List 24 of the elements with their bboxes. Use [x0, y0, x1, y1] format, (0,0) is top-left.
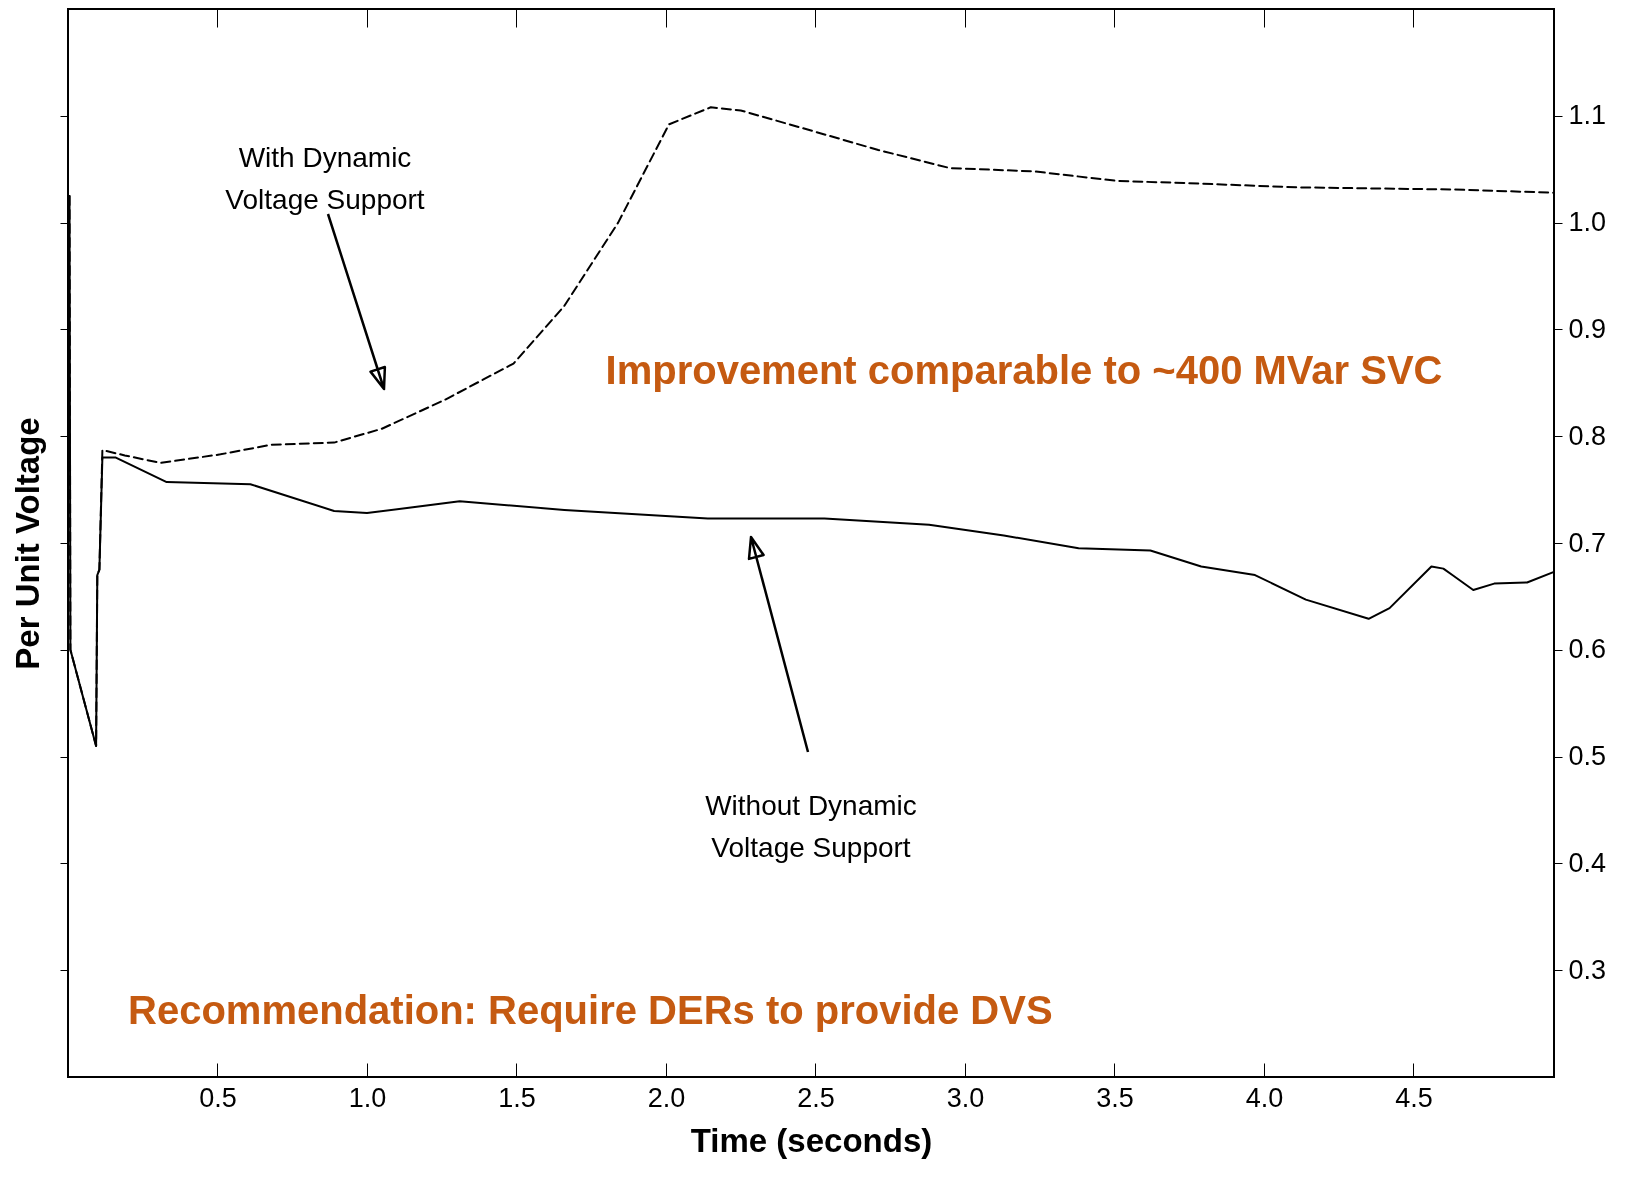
y-tick-label: 0.6 — [1568, 634, 1607, 665]
x-tick-label: 1.0 — [348, 1082, 387, 1113]
y-axis-title: Per Unit Voltage — [9, 417, 46, 670]
annotation: Improvement comparable to ~400 MVar SVC — [605, 348, 1443, 392]
y-tick-label: 1.0 — [1568, 207, 1607, 238]
annotation: Recommendation: Require DERs to provide DVS — [128, 988, 1053, 1032]
x-tick-label: 2.5 — [797, 1082, 835, 1113]
annotation: Without Dynamic Voltage Support — [705, 790, 917, 863]
x-axis-title: Time (seconds) — [690, 1121, 933, 1159]
y-tick-label: 0.4 — [1568, 847, 1607, 878]
x-tick-label: 0.5 — [199, 1082, 237, 1113]
x-tick-label: 2.0 — [647, 1082, 686, 1113]
y-tick-label: 0.8 — [1568, 420, 1607, 451]
x-tick-label: 1.5 — [498, 1082, 536, 1113]
x-tick-label: 4.0 — [1245, 1082, 1284, 1113]
y-tick-label: 1.1 — [1568, 100, 1607, 131]
y-tick-label: 0.9 — [1568, 313, 1607, 344]
x-tick-label: 4.5 — [1395, 1082, 1433, 1113]
annotation: With Dynamic Voltage Support — [225, 142, 425, 215]
x-tick-label: 3.5 — [1096, 1082, 1134, 1113]
y-tick-label: 0.7 — [1568, 527, 1607, 558]
y-tick-label: 0.5 — [1568, 741, 1607, 772]
y-tick-label: 0.3 — [1568, 954, 1607, 985]
x-tick-label: 3.0 — [946, 1082, 985, 1113]
